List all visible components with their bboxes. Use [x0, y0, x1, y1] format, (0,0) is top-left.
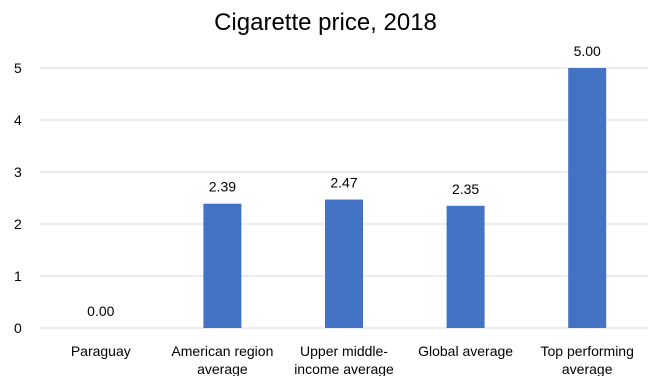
data-label: 2.47 — [330, 175, 357, 191]
data-label: 5.00 — [574, 43, 601, 59]
x-tick-label: average — [197, 361, 248, 376]
bar — [446, 205, 485, 328]
x-tick-label: Paraguay — [71, 343, 131, 359]
x-tick-label: income average — [294, 361, 394, 376]
chart-title: Cigarette price, 2018 — [214, 9, 437, 36]
data-label: 0.00 — [87, 303, 114, 319]
y-tick-label: 4 — [14, 112, 22, 128]
y-tick-label: 1 — [14, 268, 22, 284]
y-tick-label: 2 — [14, 216, 22, 232]
x-tick-label: Upper middle- — [300, 343, 388, 359]
y-tick-label: 0 — [14, 320, 22, 336]
bar — [568, 68, 607, 328]
x-tick-label: Top performing — [541, 343, 634, 359]
bar — [203, 203, 242, 328]
x-tick-label: American region — [171, 343, 273, 359]
bar — [325, 199, 363, 328]
data-label: 2.35 — [452, 181, 479, 197]
x-tick-label: Global average — [418, 343, 513, 359]
y-tick-label: 3 — [14, 164, 22, 180]
x-tick-label: average — [562, 361, 613, 376]
data-label: 2.39 — [209, 179, 236, 195]
y-tick-label: 5 — [14, 60, 22, 76]
